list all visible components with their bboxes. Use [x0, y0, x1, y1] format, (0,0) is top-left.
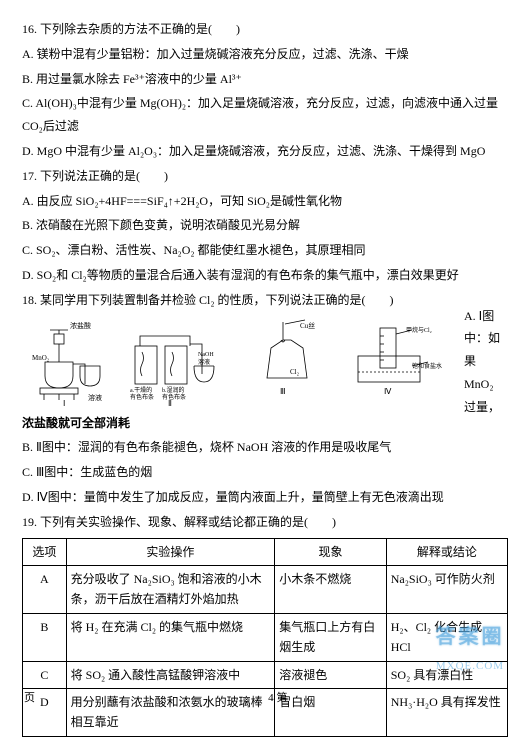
q19-r2c0: C: [23, 661, 67, 688]
q19-r2c2: 溶液褪色: [275, 661, 387, 688]
label-jiawan: 甲烷与Cl₂: [406, 326, 432, 334]
table-row: A 充分吸收了 Na₂SiO₃ 饱和溶液的小木条，沥干后放在酒精灯外焰加热 小木…: [23, 565, 508, 613]
q16-opt-d: D. MgO 中混有少量 Al₂O₃：加入足量烧碱溶液，充分反应，过滤、洗涤、干…: [22, 140, 508, 163]
label-cu: Cu丝: [300, 321, 315, 330]
label-I: Ⅰ: [63, 399, 65, 408]
q17-opt-c: C. SO₂、漂白粉、活性炭、Na₂O₂ 都能使红墨水褪色，其原理相同: [22, 239, 508, 262]
label-nongyansuan: 浓盐酸: [70, 321, 91, 330]
q19-r2c1: 将 SO₂ 通入酸性高锰酸钾溶液中: [66, 661, 275, 688]
label-naoh2: 溶液: [198, 358, 210, 366]
label-naoh: NaOH: [198, 352, 214, 358]
q19-r1c3: H₂、Cl₂ 化合生成 HCl: [386, 613, 507, 661]
q18-opt-c: C. Ⅲ图中：生成蓝色的烟: [22, 461, 508, 484]
label-II: Ⅱ: [168, 399, 172, 408]
q18-cont-a: 浓盐酸就可全部消耗: [22, 412, 508, 435]
q16-stem: 16. 下列除去杂质的方法不正确的是( ): [22, 18, 508, 41]
q19-r0c0: A: [23, 565, 67, 613]
page-footer: 页 4 第: [0, 688, 530, 709]
q19-header-row: 选项 实验操作 现象 解释或结论: [23, 538, 508, 565]
label-mno2: MnO₂: [32, 354, 50, 362]
label-III: Ⅲ: [280, 387, 286, 396]
q19-stem: 19. 下列有关实验操作、现象、解释或结论都正确的是( ): [22, 511, 508, 534]
q19-r0c2: 小木条不燃烧: [275, 565, 387, 613]
footer-left: 页: [24, 692, 35, 704]
q19-h3: 解释或结论: [386, 538, 507, 565]
table-row: C 将 SO₂ 通入酸性高锰酸钾溶液中 溶液褪色 SO₂ 具有漂白性: [23, 661, 508, 688]
q18-side-3: MnO₂: [464, 373, 508, 396]
q19-r2c3: SO₂ 具有漂白性: [386, 661, 507, 688]
q19-r0c1: 充分吸收了 Na₂SiO₃ 饱和溶液的小木条，沥干后放在酒精灯外焰加热: [66, 565, 275, 613]
q17-opt-b: B. 浓硝酸在光照下颜色变黄，说明浓硝酸见光易分解: [22, 214, 508, 237]
label-a-dry2: 有色布条: [130, 393, 154, 401]
q19-h2: 现象: [275, 538, 387, 565]
q18-opt-d: D. Ⅳ图中：量筒中发生了加成反应，量筒内液面上升，量筒壁上有无色液滴出现: [22, 486, 508, 509]
q16-opt-b: B. 用过量氯水除去 Fe³⁺溶液中的少量 Al³⁺: [22, 68, 508, 91]
label-rongye: 溶液: [88, 393, 102, 402]
q19-h0: 选项: [23, 538, 67, 565]
q19-h1: 实验操作: [66, 538, 275, 565]
q18-diagram-row: 浓盐酸 MnO₂ 溶液 Ⅰ a.干燥的 有色布条 b.湿润的 有色布条 NaOH…: [22, 316, 508, 408]
table-row: B 将 H₂ 在充满 Cl₂ 的集气瓶中燃烧 集气瓶口上方有白烟生成 H₂、Cl…: [23, 613, 508, 661]
q18-side-2: 果: [464, 350, 508, 373]
q17-opt-a: A. 由反应 SiO₂+4HF===SiF₄↑+2H₂O，可知 SiO₂是碱性氧…: [22, 190, 508, 213]
q18-opt-b: B. Ⅱ图中：湿润的有色布条能褪色，烧杯 NaOH 溶液的作用是吸收尾气: [22, 436, 508, 459]
q16-opt-a: A. 镁粉中混有少量铝粉：加入过量烧碱溶液充分反应，过滤、洗涤、干燥: [22, 43, 508, 66]
q19-r1c1: 将 H₂ 在充满 Cl₂ 的集气瓶中燃烧: [66, 613, 275, 661]
apparatus-svg: 浓盐酸 MnO₂ 溶液 Ⅰ a.干燥的 有色布条 b.湿润的 有色布条 NaOH…: [30, 316, 450, 408]
label-b-wet: b.湿润的: [162, 386, 185, 394]
q18-stem: 18. 某同学用下列装置制备并检验 Cl₂ 的性质，下列说法正确的是( ): [22, 289, 508, 312]
q18-side-1: 中：如: [464, 327, 508, 350]
q19-r1c2: 集气瓶口上方有白烟生成: [275, 613, 387, 661]
q17-stem: 17. 下列说法正确的是( ): [22, 165, 508, 188]
label-b-wet2: 有色布条: [162, 393, 186, 401]
q19-r0c3: Na₂SiO₃ 可作防火剂: [386, 565, 507, 613]
label-baohe: 饱和食盐水: [412, 362, 442, 370]
q19-r1c0: B: [23, 613, 67, 661]
q16-opt-c: C. Al(OH)₃中混有少量 Mg(OH)₂：加入足量烧碱溶液，充分反应，过滤…: [22, 92, 508, 138]
q17-opt-d: D. SO₂和 Cl₂等物质的量混合后通入装有湿润的有色布条的集气瓶中，漂白效果…: [22, 264, 508, 287]
q18-side-4: 过量，: [464, 396, 508, 419]
q18-side-text: A. Ⅰ图 中：如 果 MnO₂ 过量，: [458, 305, 508, 419]
label-a-dry: a.干燥的: [130, 386, 152, 394]
q18-diagram: 浓盐酸 MnO₂ 溶液 Ⅰ a.干燥的 有色布条 b.湿润的 有色布条 NaOH…: [22, 316, 458, 408]
q18-side-0: A. Ⅰ图: [464, 305, 508, 328]
footer-page: 4 第: [38, 688, 518, 709]
label-cl2: Cl₂: [290, 368, 300, 376]
label-IV: Ⅳ: [384, 387, 392, 396]
